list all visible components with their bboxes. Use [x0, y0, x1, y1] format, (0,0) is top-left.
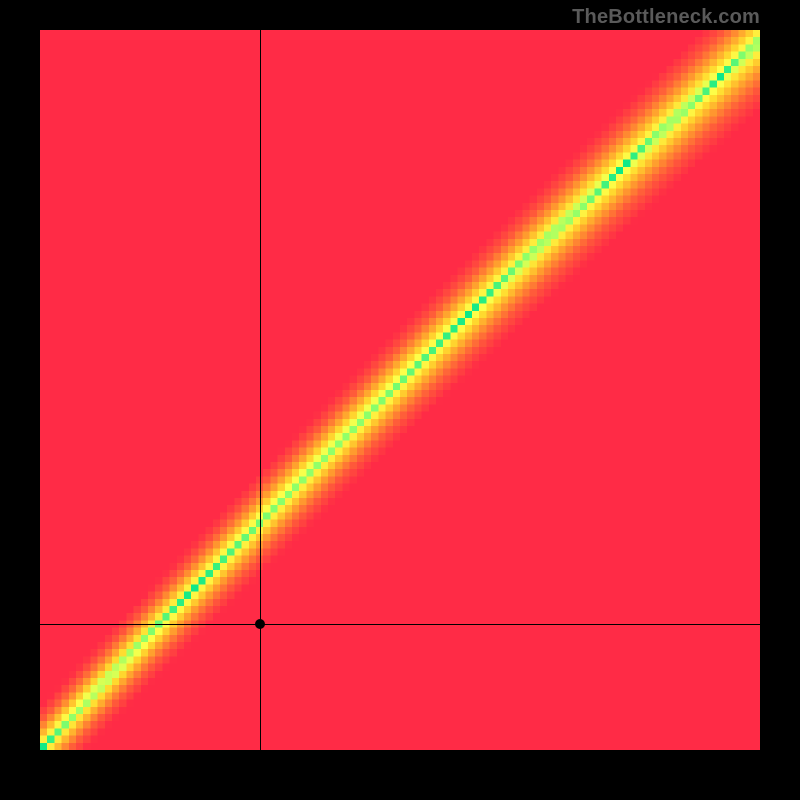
heatmap-canvas [40, 30, 760, 750]
crosshair-horizontal [40, 624, 760, 625]
crosshair-vertical [260, 30, 261, 750]
watermark-text: TheBottleneck.com [572, 6, 760, 29]
bottleneck-heatmap [40, 30, 760, 750]
crosshair-marker [255, 619, 265, 629]
